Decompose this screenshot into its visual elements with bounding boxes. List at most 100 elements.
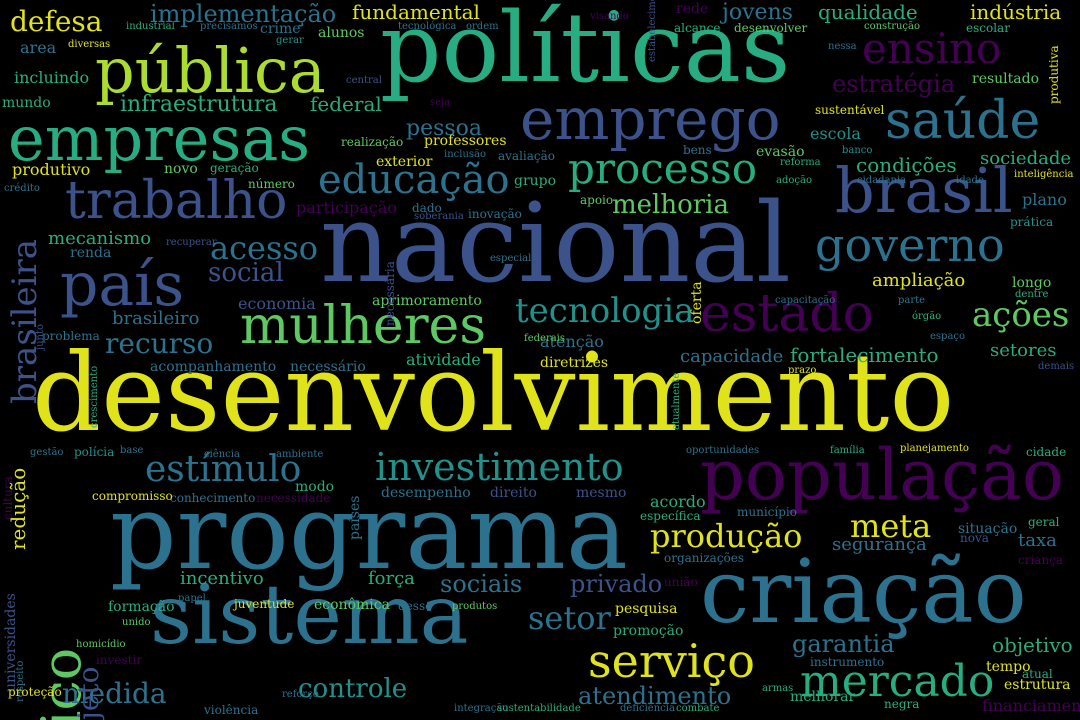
word: investir: [96, 653, 143, 667]
word: defesa: [10, 5, 103, 38]
word: aprimoramento: [372, 293, 482, 309]
word: banco: [842, 145, 873, 156]
word: governo: [815, 218, 1005, 272]
word: economia: [238, 294, 316, 313]
word: estímulo: [145, 449, 302, 490]
word: participação: [296, 198, 397, 217]
word: desenvolvimento: [32, 331, 955, 456]
word: formação: [108, 599, 175, 615]
word: infraestrutura: [120, 92, 278, 117]
word: mundo: [2, 95, 51, 111]
word: juventude: [234, 597, 295, 611]
word: apoio: [580, 193, 614, 207]
word: família: [830, 445, 865, 456]
word: empresas: [8, 102, 311, 175]
word: trabalho: [65, 171, 288, 231]
word: país: [60, 250, 185, 320]
word: nacional: [320, 179, 792, 307]
word: violência: [204, 703, 259, 717]
word: prática: [1010, 215, 1054, 229]
word: privado: [570, 570, 663, 598]
word: implementação: [150, 0, 337, 28]
word: incluindo: [14, 68, 90, 87]
word: gerar: [276, 35, 304, 46]
word: melhorar: [790, 689, 856, 705]
word: instrumento: [810, 655, 885, 669]
word: modo: [295, 479, 335, 495]
word: capacitação: [775, 295, 836, 306]
word: plano: [1022, 190, 1067, 209]
word: necessária: [383, 261, 397, 326]
word: desenvolver: [734, 21, 808, 35]
word: políticas: [380, 0, 791, 104]
word: federal: [310, 92, 382, 116]
word: financiamento: [982, 696, 1080, 715]
word: integração: [454, 703, 509, 714]
word: projeto: [72, 666, 105, 720]
word: papel: [178, 593, 206, 604]
word: alunos: [318, 25, 365, 41]
word: fortalecimento: [790, 343, 939, 367]
word: sustentabilidade: [497, 703, 581, 714]
word: ordem: [466, 21, 499, 32]
word: escola: [810, 124, 861, 143]
word: força: [368, 568, 415, 589]
word: garantia: [792, 630, 895, 658]
word: promoção: [613, 623, 684, 639]
word: objetivo: [992, 633, 1073, 657]
word: parte: [898, 295, 926, 306]
word: sistema: [150, 568, 469, 663]
word: produtos: [452, 601, 498, 612]
word: educação: [318, 157, 510, 203]
word: setores: [990, 340, 1057, 361]
word: recurso: [105, 327, 214, 360]
word: unido: [122, 617, 151, 628]
word: condições: [856, 153, 957, 177]
word: crescimento: [89, 365, 100, 428]
word: novo: [164, 161, 198, 177]
word: escolar: [966, 21, 1010, 35]
word: soberania: [414, 211, 464, 222]
word: população: [700, 434, 1065, 516]
word: produção: [650, 517, 803, 555]
word: federais: [524, 333, 566, 344]
word: econômica: [314, 597, 390, 613]
word: ações: [972, 295, 1070, 335]
word: reforma: [780, 157, 821, 168]
word: avaliação: [498, 149, 556, 163]
word: nessa: [828, 41, 857, 52]
word: município: [737, 505, 797, 519]
word: estratégia: [832, 70, 956, 98]
word: situação: [958, 521, 1018, 537]
word: inteligência: [1014, 169, 1074, 180]
word: tempo: [986, 659, 1031, 675]
word: geração: [210, 161, 259, 175]
word: homicídio: [76, 639, 126, 650]
word: investimento: [375, 445, 624, 489]
word: sociais: [440, 570, 523, 598]
word: desempenho: [381, 485, 471, 501]
word: segurança: [832, 534, 927, 555]
word: polícia: [74, 445, 115, 459]
word: estado: [700, 284, 874, 344]
word: atividade: [406, 350, 481, 369]
word: acesso: [210, 229, 319, 267]
word: combate: [676, 703, 720, 714]
word: precisamos: [200, 21, 258, 32]
word: jovens: [722, 0, 793, 25]
word: produtiva: [1047, 45, 1061, 104]
word: setor: [528, 599, 611, 637]
word: inclusão: [444, 149, 486, 160]
word: construção: [864, 21, 921, 32]
word: taxa: [1018, 530, 1057, 551]
word: evasão: [756, 144, 805, 160]
word: cidade: [1026, 445, 1067, 459]
word: resultado: [972, 71, 1040, 87]
word: medida: [62, 677, 167, 710]
word: rede: [676, 1, 709, 17]
word: conhecimento: [170, 491, 256, 505]
word: mesmo: [576, 485, 627, 501]
word: crédito: [4, 183, 40, 194]
word: incentivo: [180, 568, 264, 589]
word: demais: [1038, 361, 1075, 372]
